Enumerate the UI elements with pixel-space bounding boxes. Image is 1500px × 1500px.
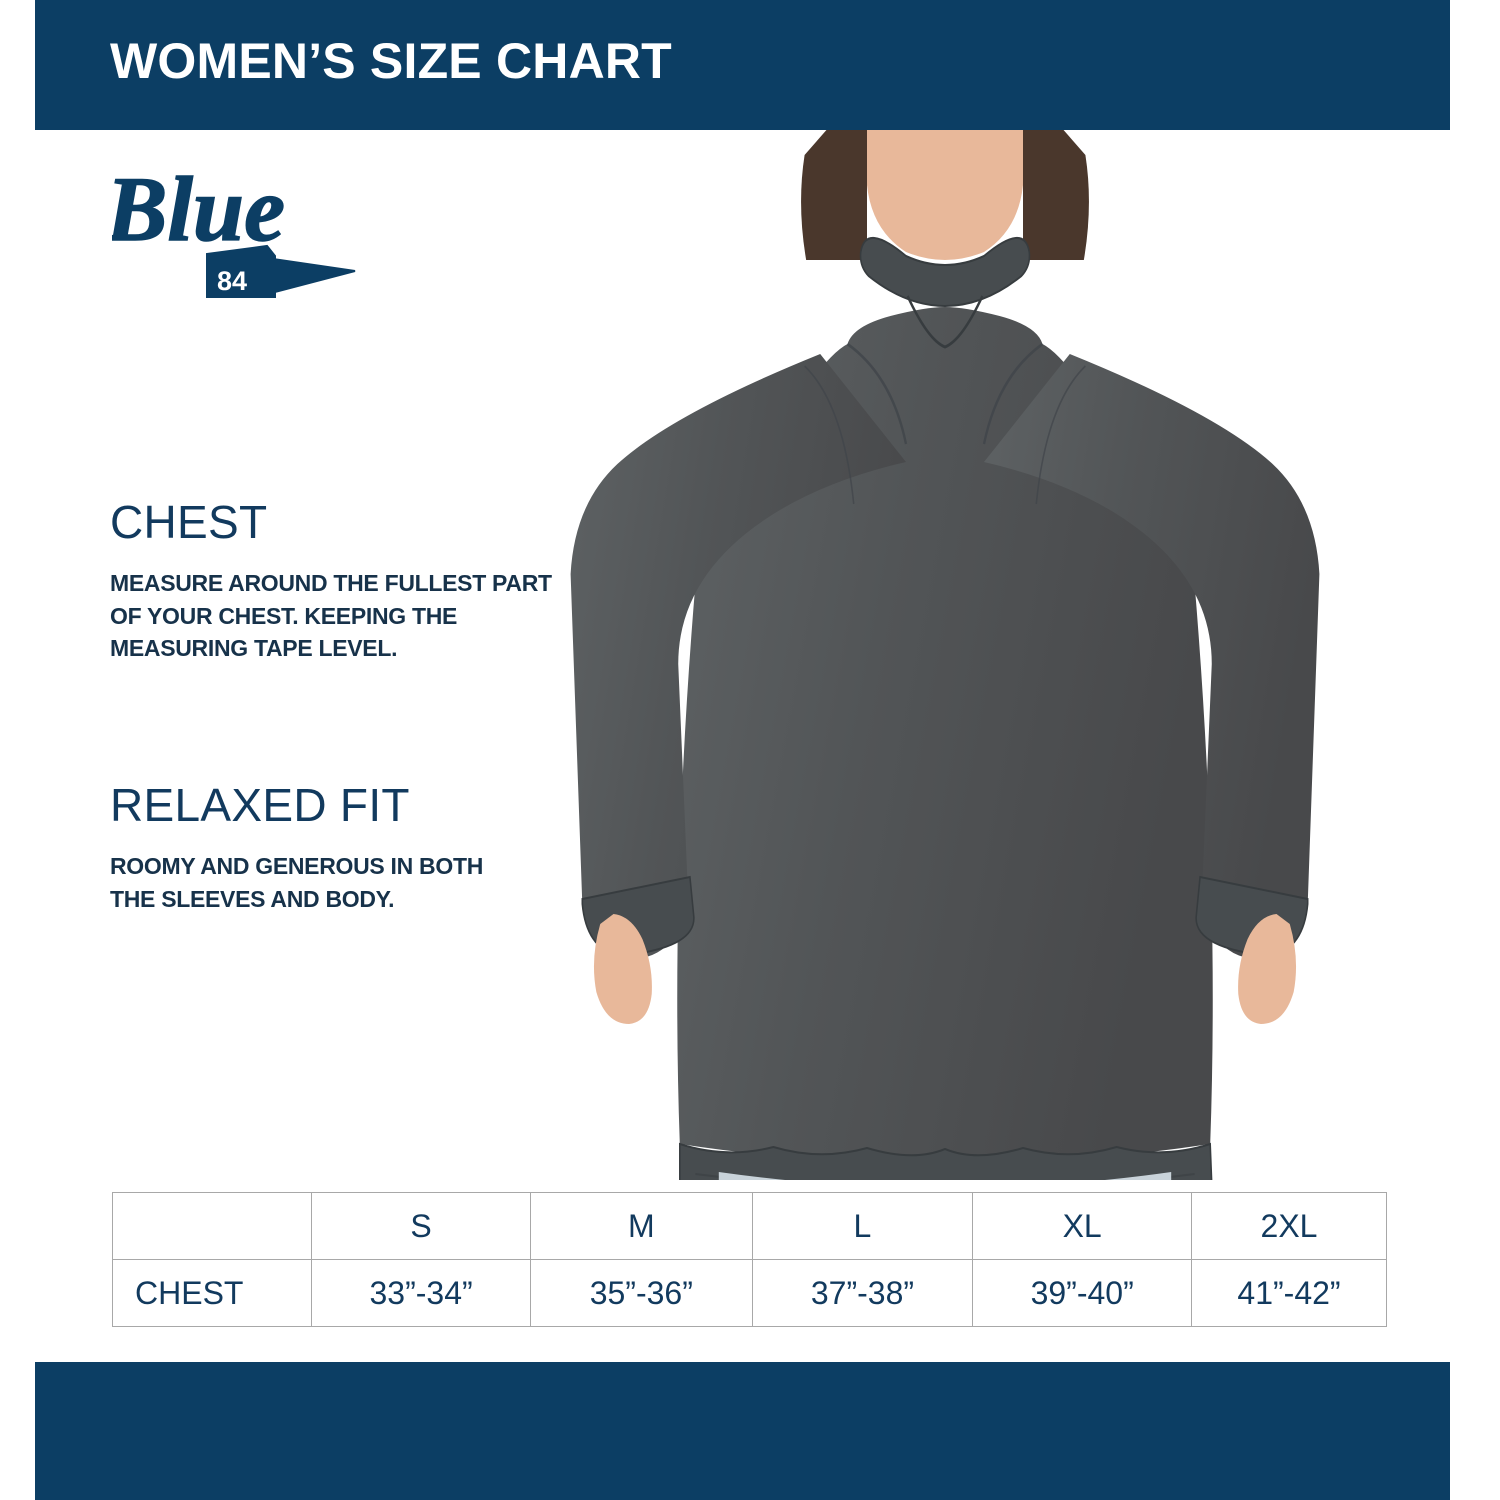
svg-text:84: 84 bbox=[217, 266, 247, 296]
svg-text:Blue: Blue bbox=[112, 158, 285, 260]
